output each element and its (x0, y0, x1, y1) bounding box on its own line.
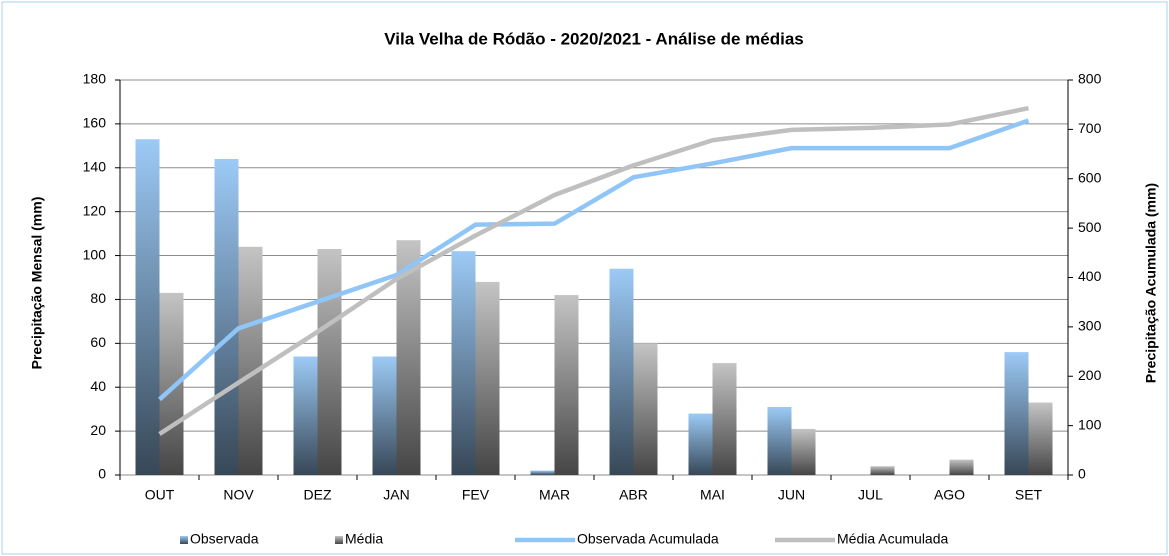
bar (712, 363, 737, 475)
y-tick-label: 80 (90, 290, 106, 306)
y2-tick-label: 200 (1078, 367, 1102, 383)
legend-label: Observada (190, 531, 259, 547)
y-tick-label: 0 (98, 466, 106, 482)
y-tick-label: 60 (90, 334, 106, 350)
y-tick-label: 140 (83, 158, 107, 174)
x-tick-label: NOV (223, 487, 254, 503)
y-tick-label: 180 (83, 71, 107, 87)
y2-tick-label: 100 (1078, 416, 1102, 432)
y2-axis-title: Precipitação Acumulada (mm) (1143, 183, 1159, 383)
y2-tick-label: 600 (1078, 169, 1102, 185)
bar (475, 281, 500, 475)
bar (949, 459, 974, 475)
bar (530, 470, 555, 475)
y-axis-title: Precipitação Mensal (mm) (29, 197, 45, 370)
legend-swatch (335, 536, 343, 544)
y2-tick-label: 700 (1078, 120, 1102, 136)
bar (214, 159, 239, 475)
x-tick-label: MAR (539, 487, 570, 503)
line (157, 118, 1030, 402)
bar (372, 356, 397, 475)
y2-tick-label: 400 (1078, 268, 1102, 284)
bar (554, 295, 579, 475)
x-tick-label: OUT (145, 487, 175, 503)
y2-tick-label: 800 (1078, 71, 1102, 87)
line (158, 105, 1029, 436)
legend-swatch (180, 536, 188, 544)
bar (451, 251, 476, 475)
y-tick-label: 20 (90, 422, 106, 438)
bar (317, 248, 342, 475)
x-tick-label: FEV (462, 487, 490, 503)
x-tick-label: AGO (934, 487, 965, 503)
chart-title: Vila Velha de Ródão - 2020/2021 - Anális… (384, 29, 804, 48)
y-tick-label: 100 (83, 246, 107, 262)
y2-tick-label: 300 (1078, 318, 1102, 334)
bar (688, 413, 713, 475)
x-tick-label: DEZ (304, 487, 332, 503)
y2-tick-label: 500 (1078, 219, 1102, 235)
legend-label: Observada Acumulada (577, 531, 719, 547)
bar (1028, 402, 1053, 475)
x-tick-label: JUN (778, 487, 805, 503)
bar (791, 428, 816, 475)
y-tick-label: 40 (90, 378, 106, 394)
x-tick-label: JUL (858, 487, 883, 503)
x-tick-label: ABR (619, 487, 648, 503)
bar (870, 466, 895, 475)
legend-label: Média (345, 531, 383, 547)
bar (767, 406, 792, 475)
y2-tick-label: 0 (1078, 466, 1086, 482)
bar (238, 246, 263, 475)
bar (293, 356, 318, 475)
legend-label: Média Acumulada (837, 531, 949, 547)
bar (633, 343, 658, 475)
bar (135, 139, 160, 475)
bar (609, 268, 634, 475)
x-tick-label: SET (1015, 487, 1043, 503)
bar (1004, 352, 1029, 475)
x-tick-label: MAI (700, 487, 725, 503)
y-tick-label: 160 (83, 115, 107, 131)
y-tick-label: 120 (83, 202, 107, 218)
x-tick-label: JAN (383, 487, 409, 503)
